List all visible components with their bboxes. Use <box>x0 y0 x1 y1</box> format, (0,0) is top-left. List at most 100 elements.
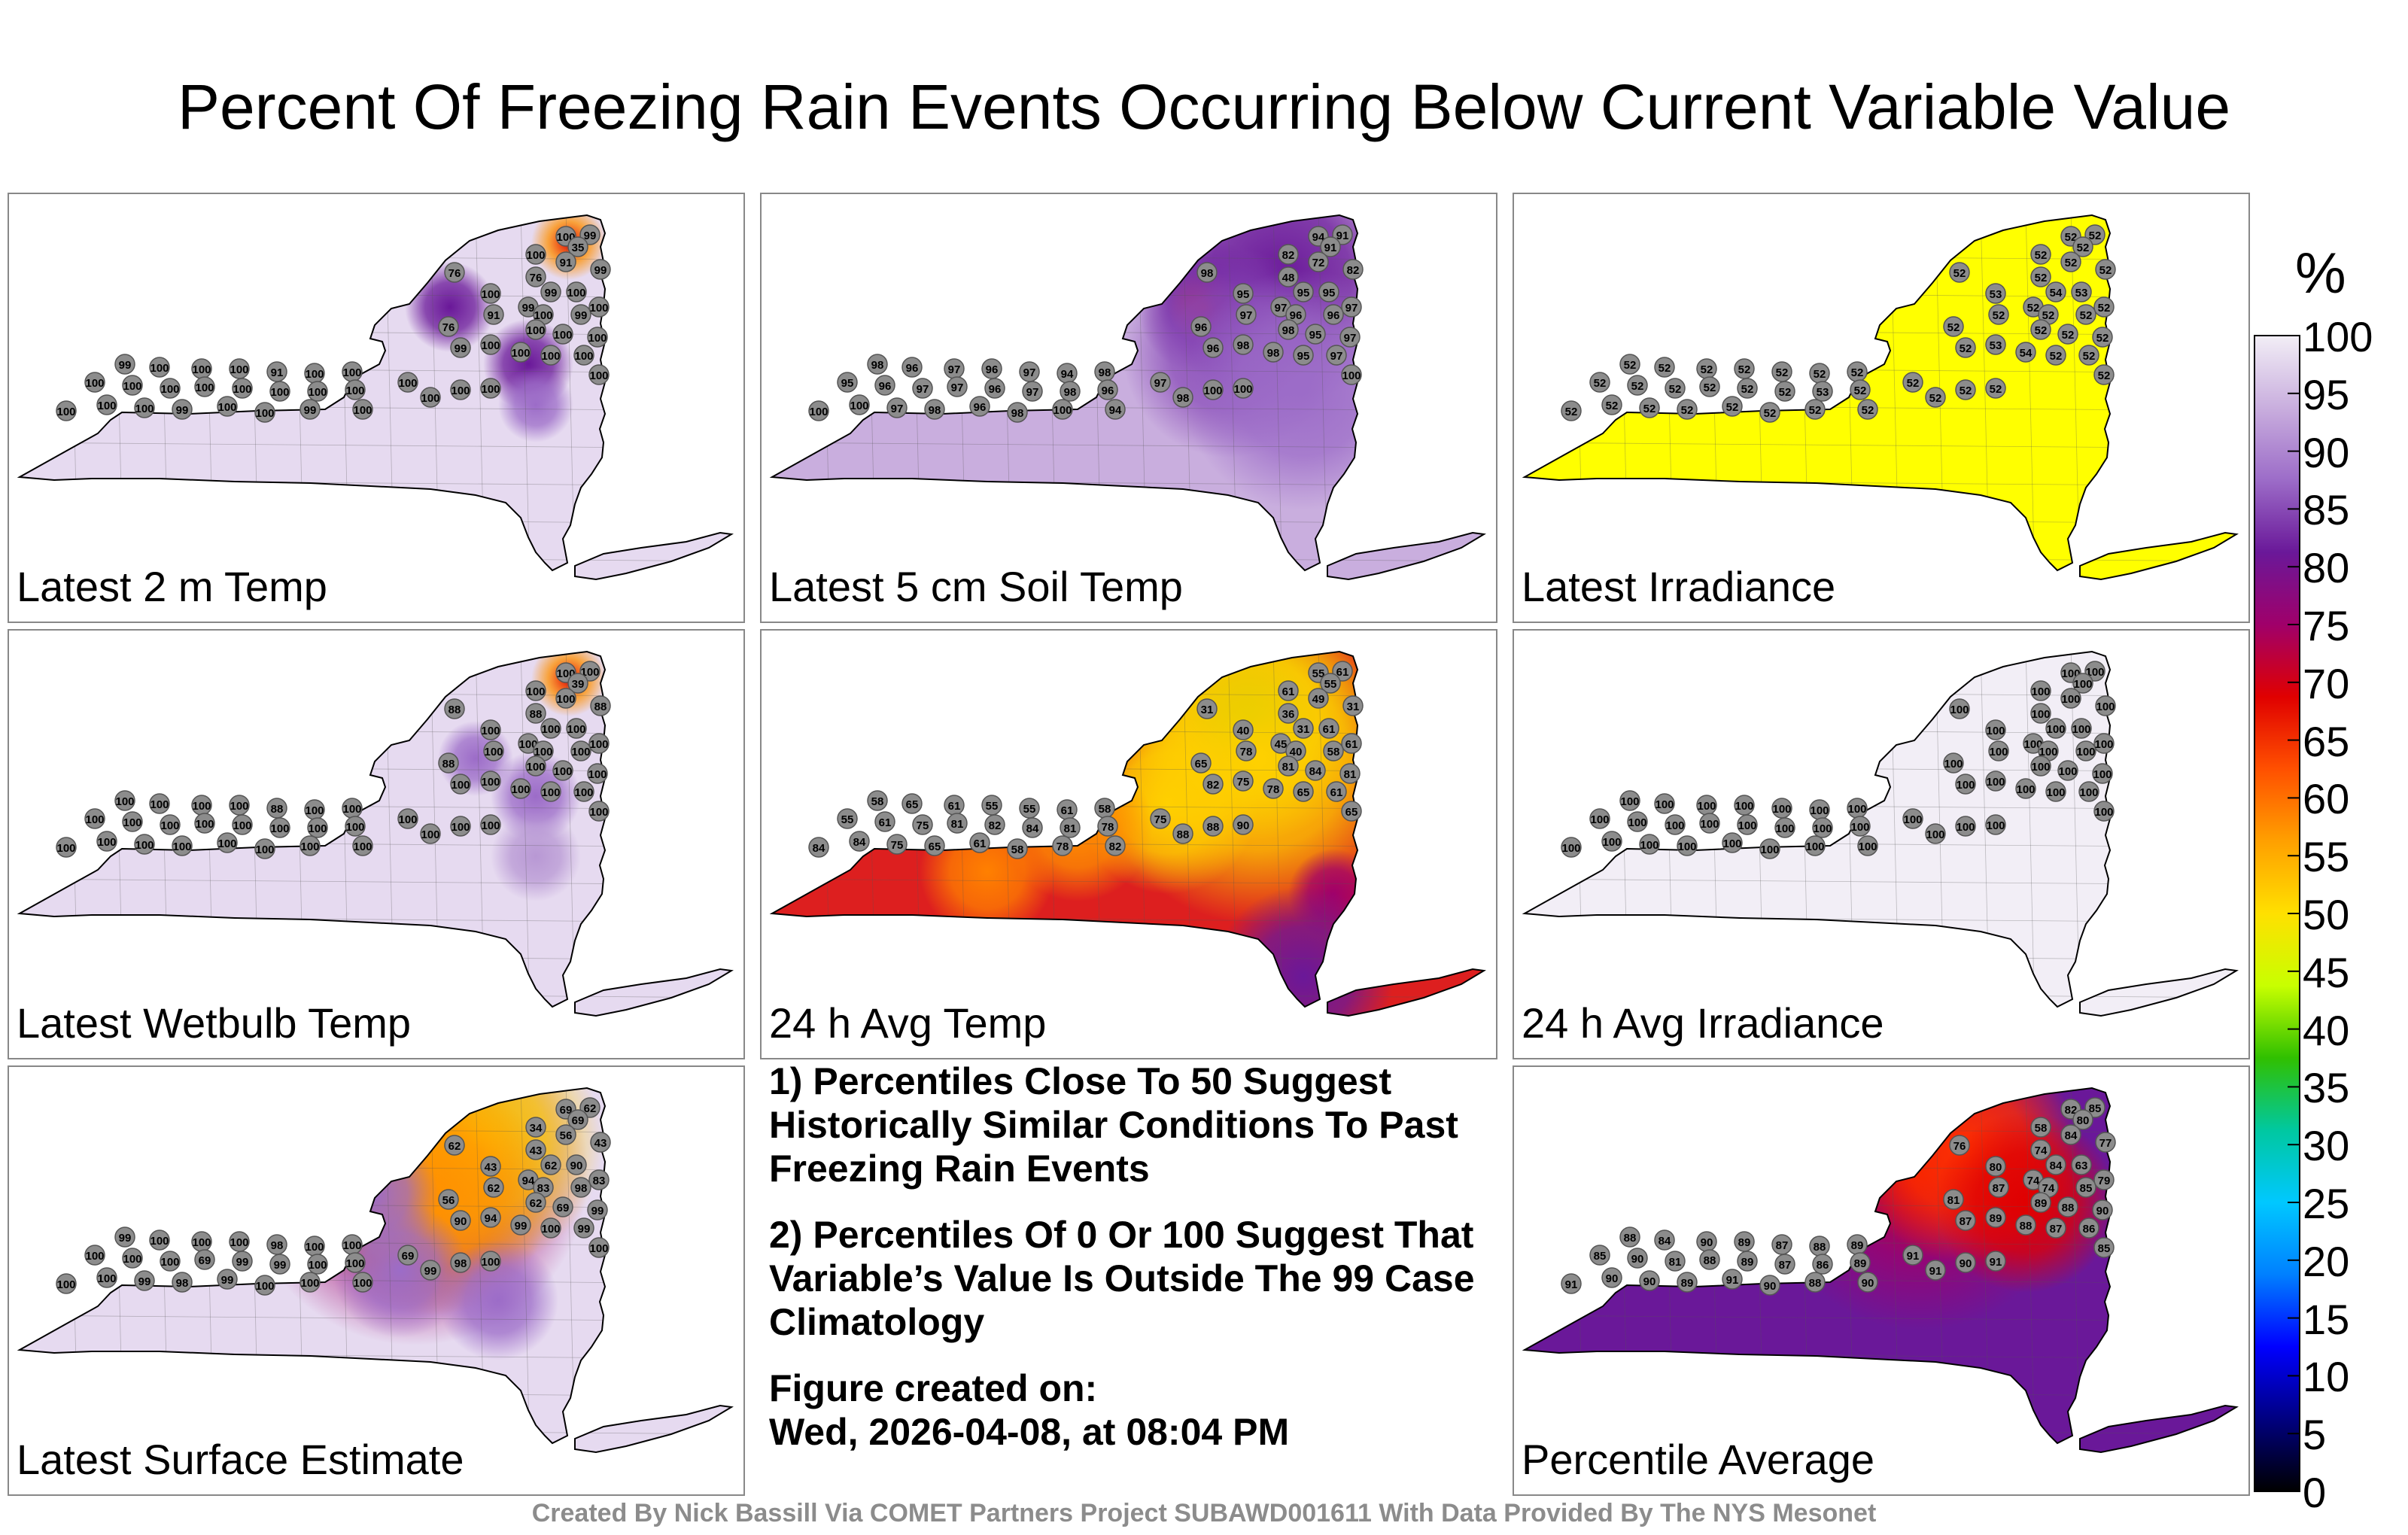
station-marker <box>1812 817 1833 838</box>
station-marker <box>217 832 238 853</box>
station-value: 100 <box>192 800 211 813</box>
station-value: 100 <box>342 1239 361 1252</box>
station-marker <box>1627 1248 1648 1269</box>
station-marker <box>1097 379 1118 400</box>
station-marker <box>483 740 504 761</box>
station-marker <box>1985 283 2006 304</box>
station-marker <box>1654 1230 1675 1251</box>
station-value: 61 <box>1061 804 1074 817</box>
station-value: 100 <box>567 723 585 736</box>
map-fill <box>1525 215 2236 579</box>
station-value: 52 <box>2062 329 2075 342</box>
station-value: 82 <box>1282 249 1295 262</box>
station-value: 100 <box>567 287 585 299</box>
station-marker <box>450 1252 471 1273</box>
station-value: 53 <box>1990 288 2002 301</box>
station-marker <box>1804 835 1826 856</box>
station-value: 100 <box>1697 800 1716 813</box>
station-value: 100 <box>589 302 608 315</box>
station-marker <box>540 345 561 366</box>
station-marker <box>567 673 588 694</box>
station-marker <box>1812 381 1833 402</box>
colorbar-tick-label: 40 <box>2303 1006 2350 1054</box>
station-value: 58 <box>1099 803 1111 816</box>
contour-blob <box>491 811 581 901</box>
station-marker <box>1699 813 1720 834</box>
station-value: 100 <box>123 1253 141 1266</box>
station-value: 52 <box>1776 366 1789 379</box>
station-marker <box>483 1177 504 1198</box>
station-marker <box>1060 817 1081 838</box>
station-value: 52 <box>2083 350 2096 363</box>
station-value: 100 <box>518 738 537 751</box>
station-value: 96 <box>879 380 892 393</box>
station-value: 52 <box>2027 302 2040 315</box>
station-value: 100 <box>2031 761 2050 774</box>
station-marker <box>172 399 193 420</box>
station-marker <box>1902 1245 1923 1266</box>
station-value: 99 <box>424 1265 437 1278</box>
station-value: 52 <box>2080 309 2093 322</box>
station-marker <box>1342 259 1364 280</box>
station-value: 88 <box>530 708 543 721</box>
station-marker <box>194 813 215 834</box>
station-value: 100 <box>150 362 169 375</box>
station-marker <box>122 1248 143 1269</box>
station-marker <box>1955 816 1976 837</box>
station-value: 52 <box>1681 404 1694 417</box>
station-marker <box>1341 296 1362 318</box>
station-marker <box>1943 1189 1964 1210</box>
station-value: 100 <box>1722 837 1741 850</box>
long-island-outline <box>2079 968 2239 1017</box>
station-marker <box>969 396 990 417</box>
station-marker <box>1677 1272 1698 1293</box>
station-marker <box>160 1251 181 1272</box>
station-marker <box>1278 319 1299 340</box>
station-marker <box>1985 814 2006 835</box>
station-value: 94 <box>522 1175 535 1187</box>
station-value: 99 <box>578 1223 591 1236</box>
station-value: 90 <box>1960 1257 1972 1270</box>
figure-title: Percent Of Freezing Rain Events Occurrin… <box>177 71 2231 142</box>
station-value: 100 <box>2031 708 2050 721</box>
station-value: 52 <box>2065 257 2078 269</box>
station-marker <box>1293 781 1314 802</box>
station-marker <box>397 1245 418 1266</box>
station-marker <box>134 1270 155 1291</box>
station-value: 100 <box>574 350 593 363</box>
station-marker <box>1236 740 1257 761</box>
station-marker <box>194 1249 215 1270</box>
station-value: 95 <box>1297 350 1310 363</box>
station-marker <box>808 837 829 858</box>
colorbar-unit: % <box>2295 242 2346 305</box>
station-marker <box>480 719 501 740</box>
station-marker <box>2092 1199 2113 1220</box>
station-marker <box>525 1117 546 1138</box>
station-value: 100 <box>342 366 361 379</box>
station-marker <box>1988 1177 2009 1198</box>
station-marker <box>1022 381 1043 402</box>
station-marker <box>1202 774 1224 795</box>
colorbar-tick-label: 75 <box>2303 602 2350 649</box>
station-value: 100 <box>2023 738 2042 751</box>
station-value: 90 <box>570 1160 583 1172</box>
colorbar-tick-label: 35 <box>2303 1064 2350 1112</box>
station-value: 52 <box>2099 264 2112 277</box>
station-value: 90 <box>1701 1236 1713 1249</box>
station-value: 96 <box>986 363 999 376</box>
station-value: 61 <box>1323 723 1336 736</box>
station-marker <box>1305 324 1326 345</box>
station-value: 99 <box>138 1275 151 1288</box>
station-marker <box>573 345 594 366</box>
station-value: 99 <box>274 1259 287 1272</box>
station-value: 99 <box>594 264 607 277</box>
station-marker <box>2030 319 2051 340</box>
station-marker <box>1236 304 1257 325</box>
station-value: 100 <box>150 798 169 811</box>
station-marker <box>56 1273 77 1294</box>
station-value: 74 <box>2042 1182 2055 1195</box>
station-value: 100 <box>1847 803 1866 816</box>
station-value: 91 <box>1324 242 1337 254</box>
station-marker <box>1759 1275 1780 1296</box>
